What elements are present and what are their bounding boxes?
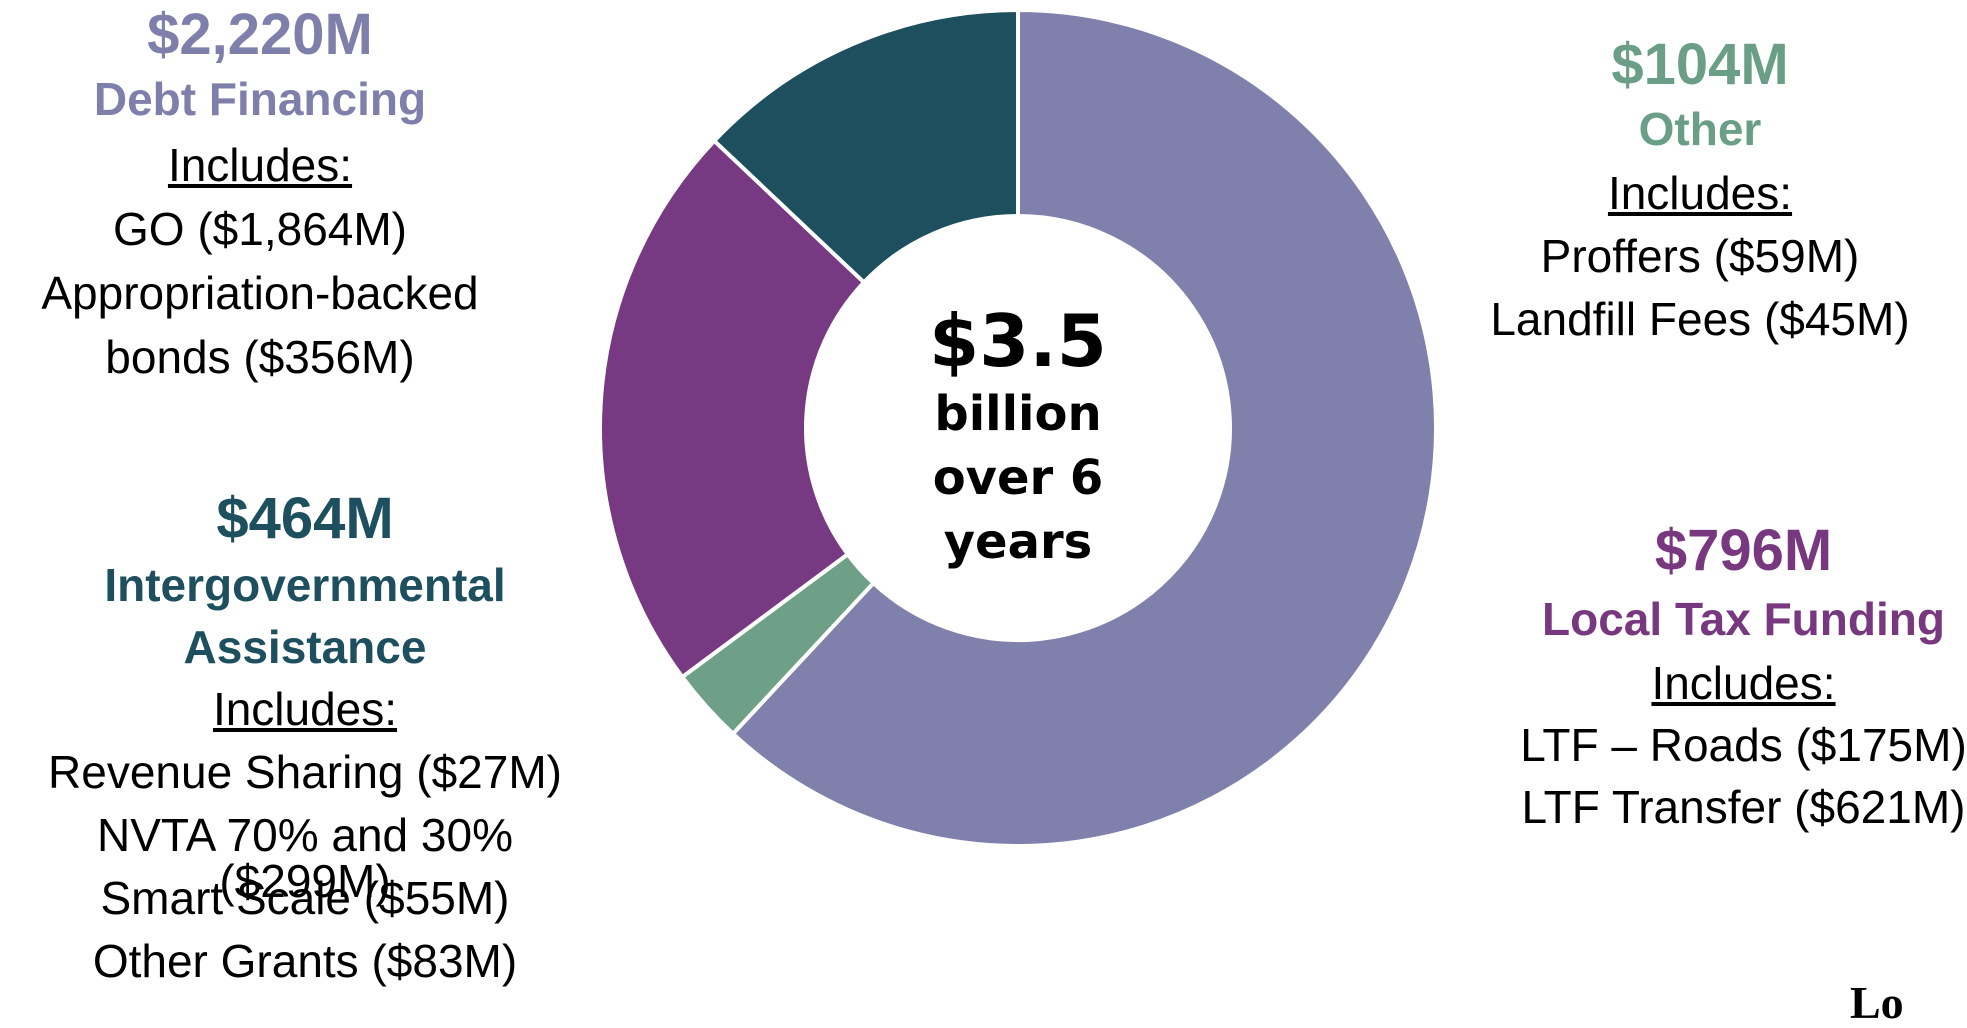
donut-slice-local-tax-funding: [598, 138, 867, 680]
debt-category: Debt Financing: [93, 73, 427, 125]
callout-local-tax-funding: $796M Local Tax Funding Includes: LTF – …: [1520, 522, 1967, 846]
local-tax-item: LTF – Roads ($175M): [1520, 719, 1967, 771]
corner-text-fragment: Lo: [1850, 977, 1904, 1028]
other-category: Other: [1638, 103, 1762, 155]
debt-item: GO ($1,864M): [113, 203, 407, 255]
local-tax-category: Local Tax Funding: [1542, 593, 1945, 645]
donut-chart: [598, 7, 1438, 848]
local-tax-item: LTF Transfer ($621M): [1521, 781, 1966, 833]
intergovernmental-item: Smart Scale ($55M): [100, 872, 510, 924]
intergovernmental-amount: $464M: [216, 486, 394, 551]
donut-slice-intergovernmental-assistance: [711, 7, 1020, 286]
intergovernmental-item: Revenue Sharing ($27M): [48, 746, 562, 798]
center-total: $3.5: [929, 299, 1107, 383]
callout-intergovernmental: $464M Intergovernmental Assistance Inclu…: [10, 490, 600, 1001]
debt-item: Appropriation-backed: [41, 267, 479, 319]
donut-slice-debt-financing: [730, 7, 1438, 848]
intergovernmental-item: NVTA 70% and 30% ($299M): [97, 809, 513, 907]
other-amount: $104M: [1611, 32, 1789, 97]
debt-amount: $2,220M: [147, 2, 373, 67]
intergovernmental-includes-heading: Includes:: [212, 683, 398, 735]
debt-includes-heading: Includes:: [167, 139, 353, 191]
other-includes-heading: Includes:: [1607, 167, 1793, 219]
other-item: Proffers ($59M): [1540, 230, 1860, 282]
center-label: $3.5 billion over 6 years: [818, 300, 1218, 574]
intergovernmental-category: Intergovernmental: [104, 559, 506, 611]
callout-other: $104M Other Includes: Proffers ($59M) La…: [1480, 36, 1920, 359]
other-item: Landfill Fees ($45M): [1490, 293, 1910, 345]
intergovernmental-item: Other Grants ($83M): [92, 935, 518, 987]
center-subtitle: billion over 6 years: [932, 386, 1104, 570]
local-tax-includes-heading: Includes:: [1651, 657, 1836, 709]
callout-debt-financing: $2,220M Debt Financing Includes: GO ($1,…: [40, 6, 480, 398]
local-tax-amount: $796M: [1654, 518, 1833, 583]
debt-item: bonds ($356M): [105, 331, 415, 383]
intergovernmental-category-line2: Assistance: [183, 621, 427, 673]
